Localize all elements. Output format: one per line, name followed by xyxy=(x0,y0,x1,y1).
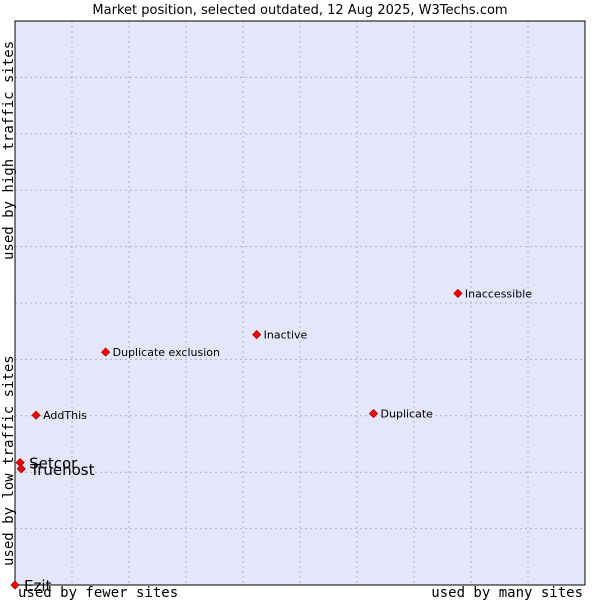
data-point-label: Inactive xyxy=(264,329,308,342)
x-axis-label-right: used by many sites xyxy=(431,585,583,600)
grid-lines xyxy=(15,21,585,585)
data-point-label: Ezit xyxy=(24,577,52,595)
plot-border xyxy=(14,20,586,586)
data-point: Duplicate exclusion xyxy=(101,346,220,359)
data-point-marker xyxy=(252,330,262,340)
data-point: Duplicate xyxy=(368,408,434,421)
data-point-marker xyxy=(10,580,20,590)
data-point: Truehost xyxy=(16,461,95,479)
data-point-marker xyxy=(453,288,463,298)
data-point-marker xyxy=(101,347,111,357)
data-point-label: Setcor xyxy=(29,455,78,473)
x-axis-label-left: used by fewer sites xyxy=(18,585,178,600)
data-point: Setcor xyxy=(15,455,78,473)
data-point: AddThis xyxy=(31,409,87,422)
data-point: Inaccessible xyxy=(453,287,532,300)
data-point-label: Inaccessible xyxy=(465,287,532,300)
data-point: Ezit xyxy=(10,577,52,595)
data-point-marker xyxy=(31,410,41,420)
data-point-marker xyxy=(368,408,379,419)
data-points: Inaccessible Inactive Duplicate exclusion A… xyxy=(10,287,532,595)
data-point-label: Truehost xyxy=(29,461,94,479)
y-axis-label-bottom: used by low traffic sites xyxy=(1,355,17,566)
data-point-label: Duplicate xyxy=(381,408,434,421)
data-point-label: Duplicate exclusion xyxy=(113,346,220,359)
y-axis-label-top: used by high traffic sites xyxy=(1,41,17,260)
data-point-label: AddThis xyxy=(43,409,87,422)
chart-title: Market position, selected outdated, 12 A… xyxy=(92,3,507,18)
data-point: Inactive xyxy=(252,329,308,342)
data-point-marker xyxy=(16,464,26,474)
